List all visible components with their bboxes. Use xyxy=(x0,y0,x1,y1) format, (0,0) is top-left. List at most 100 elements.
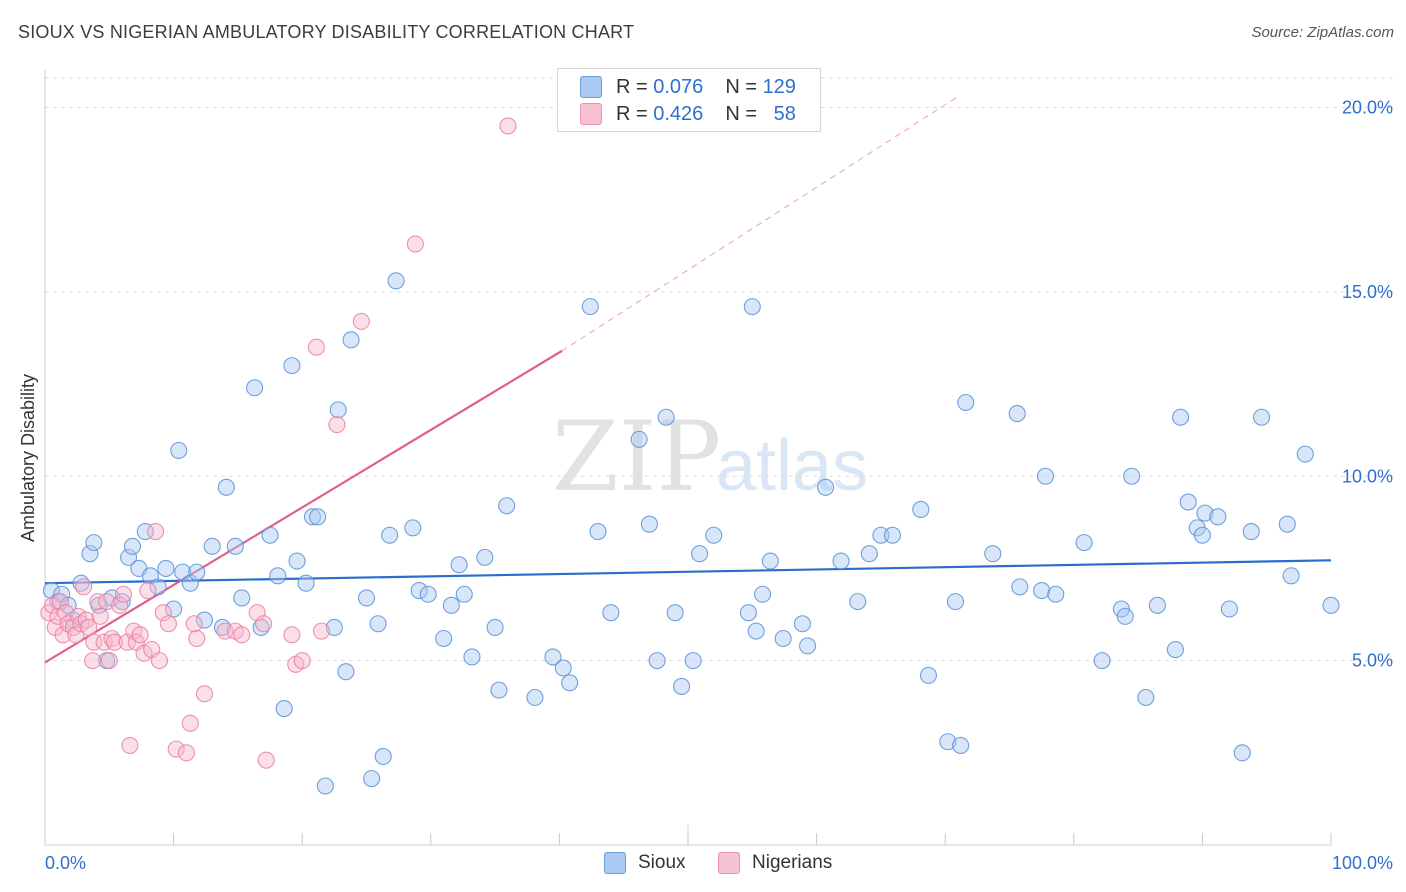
data-point-sioux xyxy=(832,552,850,570)
data-point-nigerians xyxy=(114,585,132,603)
data-point-sioux xyxy=(374,747,392,766)
data-point-sioux xyxy=(1166,641,1184,659)
data-point-sioux xyxy=(188,563,206,581)
data-point-nigerians xyxy=(312,622,331,640)
data-point-nigerians xyxy=(233,626,251,644)
legend-item-nigerians: Nigerians xyxy=(718,852,832,874)
data-point-sioux xyxy=(1179,493,1197,511)
legend-swatch-nigerians xyxy=(580,103,602,125)
data-point-sioux xyxy=(684,652,702,670)
data-point-nigerians xyxy=(98,593,116,611)
y-tick-label: 15.0% xyxy=(1342,282,1393,302)
data-point-sioux xyxy=(498,497,516,515)
data-point-sioux xyxy=(283,357,301,375)
data-point-sioux xyxy=(1220,600,1238,618)
data-point-sioux xyxy=(957,393,975,412)
legend-r-value: 0.426 xyxy=(653,102,704,125)
data-point-sioux xyxy=(939,733,957,751)
data-point-nigerians xyxy=(154,604,172,622)
data-point-nigerians xyxy=(84,652,102,670)
data-point-nigerians xyxy=(283,626,301,644)
legend-label-nigerians: Nigerians xyxy=(752,852,833,873)
data-point-nigerians xyxy=(121,736,139,754)
legend-swatch-nigerians xyxy=(718,852,740,874)
data-point-nigerians xyxy=(85,633,103,651)
axes xyxy=(44,70,1332,846)
data-point-sioux xyxy=(357,589,376,607)
data-point-nigerians xyxy=(257,751,275,769)
x-tick-label: 0.0% xyxy=(45,853,86,873)
data-point-sioux xyxy=(463,648,481,666)
legend-swatch-sioux xyxy=(580,76,602,98)
data-point-sioux xyxy=(329,401,347,419)
data-point-sioux xyxy=(1278,515,1296,533)
data-point-sioux xyxy=(337,663,355,681)
data-point-nigerians xyxy=(51,593,69,611)
data-point-sioux xyxy=(419,585,437,603)
data-point-sioux xyxy=(919,666,938,684)
data-point-sioux xyxy=(410,582,428,600)
data-point-sioux xyxy=(381,526,399,544)
data-point-nigerians xyxy=(118,633,136,651)
data-point-sioux xyxy=(120,548,138,566)
data-point-sioux xyxy=(81,545,99,563)
data-point-nigerians xyxy=(181,714,199,732)
data-point-sioux xyxy=(455,585,473,603)
data-point-sioux xyxy=(1011,578,1029,596)
data-point-nigerians xyxy=(328,416,346,434)
legend-item-sioux: Sioux xyxy=(604,852,686,874)
data-point-nigerians xyxy=(255,615,273,633)
data-point-sioux xyxy=(1171,408,1190,426)
data-point-sioux xyxy=(793,615,812,633)
data-point-sioux xyxy=(233,589,251,607)
data-point-sioux xyxy=(195,611,214,629)
data-point-sioux xyxy=(774,629,792,648)
data-point-nigerians xyxy=(352,312,370,330)
data-point-sioux xyxy=(666,604,684,622)
legend-n-label: N = xyxy=(725,75,757,98)
data-point-sioux xyxy=(288,552,306,570)
y-axis-title: Ambulatory Disability xyxy=(18,374,38,542)
data-point-sioux xyxy=(1233,744,1251,762)
data-point-sioux xyxy=(1123,467,1141,485)
data-point-nigerians xyxy=(150,652,169,670)
data-point-sioux xyxy=(657,408,675,426)
data-point-sioux xyxy=(691,545,709,563)
legend-n-label: N = xyxy=(725,102,757,125)
data-point-sioux xyxy=(369,615,387,633)
data-point-sioux xyxy=(952,736,970,754)
data-point-sioux xyxy=(1137,688,1155,707)
data-point-sioux xyxy=(136,523,154,541)
data-point-sioux xyxy=(1148,596,1166,614)
data-point-sioux xyxy=(486,618,504,636)
data-point-sioux xyxy=(1322,596,1340,614)
data-point-sioux xyxy=(85,534,103,552)
series-legend: Sioux Nigerians xyxy=(0,852,1406,878)
data-point-sioux xyxy=(561,674,579,692)
data-point-sioux xyxy=(1008,405,1026,423)
trendlines xyxy=(44,96,1332,664)
data-point-nigerians xyxy=(185,615,203,633)
data-point-sioux xyxy=(640,515,658,533)
grid xyxy=(45,77,1395,662)
source-label: Source: ZipAtlas.com xyxy=(1251,24,1394,41)
watermark-zip: ZIP xyxy=(552,401,721,513)
data-point-sioux xyxy=(554,659,572,677)
data-point-sioux xyxy=(743,298,761,316)
data-point-nigerians xyxy=(89,593,107,611)
data-point-sioux xyxy=(984,545,1002,563)
data-point-sioux xyxy=(1033,582,1051,600)
data-point-sioux xyxy=(275,700,293,718)
data-point-sioux xyxy=(602,604,620,622)
data-point-sioux xyxy=(799,637,817,655)
data-point-nigerians xyxy=(177,744,196,762)
data-point-sioux xyxy=(217,478,235,496)
data-point-sioux xyxy=(739,604,757,622)
data-point-nigerians xyxy=(91,607,109,625)
data-point-sioux xyxy=(673,677,691,695)
data-point-sioux xyxy=(269,567,287,585)
watermark: ZIP atlas xyxy=(552,401,868,513)
data-point-nigerians xyxy=(406,235,424,253)
data-point-nigerians xyxy=(105,633,123,651)
